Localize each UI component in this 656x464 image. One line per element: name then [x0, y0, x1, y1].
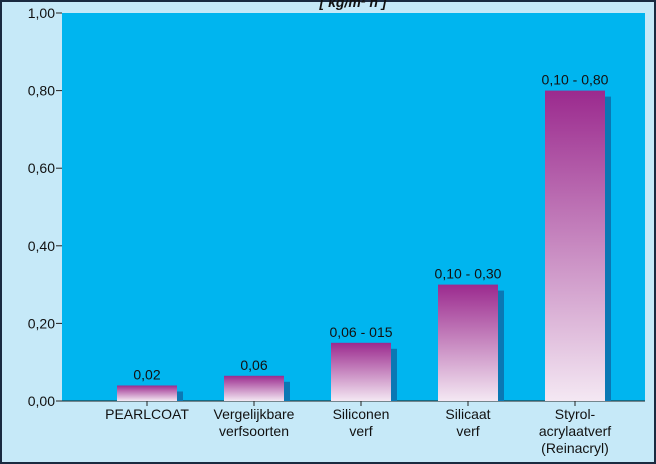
x-tick-line: Silicaat	[445, 406, 490, 422]
y-tick-label: 0,40	[28, 238, 55, 254]
x-tick-line: Siliconen	[333, 406, 390, 422]
x-tick-label: Styrol-acrylaatverf (Reinacryl)	[539, 406, 611, 456]
x-tick-line: Styrol-	[555, 406, 596, 422]
x-tick-line: (Reinacryl)	[541, 440, 609, 456]
y-tick-label: 0,00	[28, 393, 55, 409]
bar	[438, 284, 498, 401]
bar-label: 0,02	[133, 366, 160, 382]
x-tick-label: Vergelijkbare verfsoorten	[214, 406, 295, 439]
y-tick-label: 1,00	[28, 5, 55, 21]
y-tick-label: 0,60	[28, 160, 55, 176]
y-tick-label: 0,20	[28, 315, 55, 331]
x-tick-line: Vergelijkbare	[214, 406, 295, 422]
x-tick-line: verf	[349, 423, 372, 439]
chart-title: [ kg/m² h ]	[319, 0, 388, 10]
bar-label: 0,10 - 0,80	[542, 72, 609, 88]
bar	[331, 342, 391, 401]
bar-label: 0,10 - 0,30	[435, 266, 502, 282]
x-tick-line: acrylaatverf	[539, 423, 611, 439]
x-tick-label: PEARLCOAT	[105, 406, 189, 422]
bar	[545, 90, 605, 401]
x-tick-line: PEARLCOAT	[105, 406, 189, 422]
x-tick-label: Silicaat verf	[445, 406, 490, 439]
y-tick-label: 0,80	[28, 83, 55, 99]
bar	[224, 375, 284, 401]
bar	[117, 385, 177, 401]
x-tick-line: verfsoorten	[219, 423, 289, 439]
bar-label: 0,06 - 015	[329, 324, 392, 340]
x-tick-line: verf	[456, 423, 479, 439]
x-tick-label: Siliconen verf	[333, 406, 390, 439]
bar-label: 0,06	[240, 357, 267, 373]
